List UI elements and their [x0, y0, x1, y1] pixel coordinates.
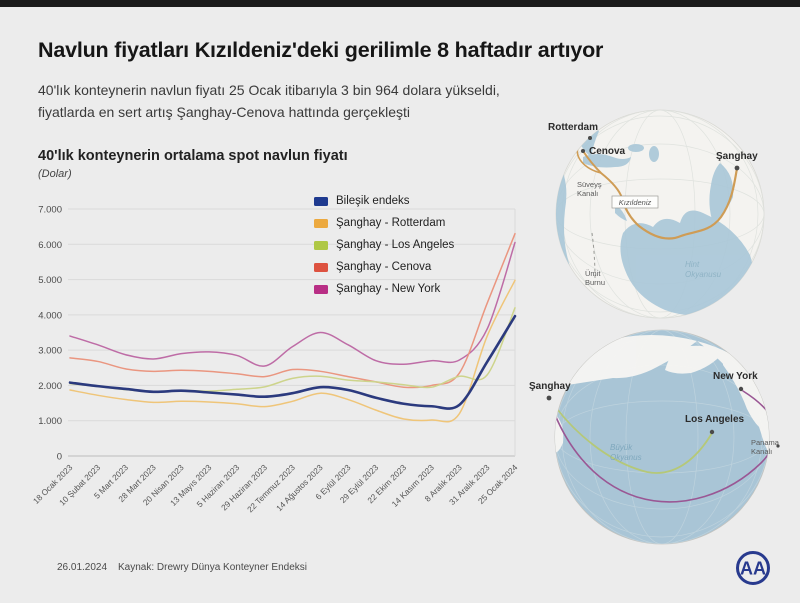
legend-swatch	[314, 262, 328, 272]
legend-label: Şanghay - Cenova	[336, 261, 432, 273]
legend-label: Bileşik endeks	[336, 195, 410, 207]
legend-item: Şanghay - New York	[314, 278, 454, 300]
aa-agency-logo: AA	[736, 551, 770, 585]
svg-text:Hint: Hint	[685, 260, 700, 269]
legend-swatch	[314, 218, 328, 228]
cenova-dot	[581, 149, 585, 153]
sanghay-label-g2: Şanghay	[529, 381, 571, 392]
svg-text:Büyük: Büyük	[610, 443, 633, 452]
legend-item: Şanghay - Rotterdam	[314, 212, 454, 234]
route-sanghay-losangeles	[555, 397, 713, 474]
svg-text:Süveyş: Süveyş	[577, 180, 602, 189]
globe1-city-dots	[581, 136, 740, 171]
legend-label: Şanghay - Rotterdam	[336, 217, 446, 229]
svg-text:Okyanus: Okyanus	[610, 453, 642, 462]
y-tick-label: 2.000	[38, 381, 62, 392]
legend-swatch	[314, 240, 328, 250]
rotterdam-dot	[588, 136, 592, 140]
sanghay-dot-g2	[546, 395, 552, 401]
losangeles-dot	[709, 429, 715, 435]
aa-logo-text: AA	[740, 559, 766, 579]
sanghay-label-g1: Şanghay	[716, 151, 758, 162]
suez-canal-label: Süveyş Kanalı	[577, 180, 602, 198]
subtitle-line-1: 40'lık konteynerin navlun fiyatı 25 Ocak…	[38, 82, 500, 98]
route-sanghay-newyork	[555, 390, 769, 503]
y-tick-label: 5.000	[38, 275, 62, 286]
legend-item: Şanghay - Los Angeles	[314, 234, 454, 256]
kizildeniz-label: Kızıldeniz	[619, 198, 652, 207]
series-line-4	[69, 232, 516, 389]
page-title: Navlun fiyatları Kızıldeniz'deki gerilim…	[38, 38, 604, 62]
x-tick-label: 22 Temmuz 2023	[245, 462, 297, 514]
newyork-label: New York	[713, 371, 758, 382]
publish-date: 26.01.2024	[57, 562, 108, 573]
legend-swatch	[314, 196, 328, 206]
panama-dot	[776, 444, 780, 448]
top-bar	[0, 0, 800, 7]
legend-item: Şanghay - Cenova	[314, 256, 454, 278]
legend-item: Bileşik endeks	[314, 190, 454, 212]
globe1-oceans	[556, 128, 753, 316]
svg-text:Ümit: Ümit	[585, 269, 601, 278]
series-line-1	[68, 314, 517, 410]
sanghay-dot	[734, 165, 740, 171]
kizildeniz-box	[611, 195, 659, 209]
chart-heading: 40'lık konteynerin ortalama spot navlun …	[38, 148, 348, 164]
subtitle-line-2: fiyatlarda en sert artış Şanghay-Cenova …	[38, 103, 410, 120]
globe2-routes	[555, 390, 769, 503]
source-credit: Kaynak: Drewry Dünya Konteyner Endeksi	[118, 562, 307, 573]
losangeles-label: Los Angeles	[685, 414, 745, 425]
y-tick-label: 3.000	[38, 346, 62, 357]
route-sanghay-suez	[620, 166, 739, 240]
y-tick-label: 7.000	[38, 205, 62, 216]
svg-text:Burnu: Burnu	[585, 278, 605, 287]
buyuk-okyanus-label: Büyük Okyanus	[610, 443, 642, 462]
svg-text:Kanalı: Kanalı	[577, 189, 598, 198]
legend-label: Şanghay - New York	[336, 283, 441, 295]
chart-unit-label: (Dolar)	[38, 168, 72, 180]
hint-okyanusu-label: Hint Okyanusu	[685, 260, 722, 279]
legend-swatch	[314, 284, 328, 294]
series-line-5	[69, 241, 516, 367]
page-subtitle: 40'lık konteynerin navlun fiyatı 25 Ocak…	[38, 80, 598, 123]
series-line-2	[69, 279, 516, 423]
svg-text:Okyanusu: Okyanusu	[685, 270, 722, 279]
legend-label: Şanghay - Los Angeles	[336, 239, 455, 251]
svg-text:Panama: Panama	[751, 438, 780, 447]
cape-route-dashed-line	[591, 232, 596, 280]
cenova-label: Cenova	[589, 146, 626, 157]
y-tick-label: 6.000	[38, 240, 62, 251]
svg-text:Kanalı: Kanalı	[751, 447, 772, 456]
panama-canal-label: Panama Kanalı	[751, 438, 780, 456]
rotterdam-label: Rotterdam	[548, 122, 598, 133]
y-tick-label: 1.000	[38, 416, 62, 427]
globe-pacific-route-map: Şanghay New York Los Angeles Panama Kana…	[529, 329, 780, 545]
globe2-city-dots	[546, 386, 780, 448]
chart-legend: Bileşik endeks Şanghay - Rotterdam Şanghay…	[314, 190, 454, 300]
y-tick-label: 4.000	[38, 310, 62, 321]
kizildeniz-callout: Kızıldeniz	[611, 195, 659, 209]
globe-suez-route-map: Rotterdam Cenova Şanghay Süveyş Kanalı K…	[548, 109, 765, 319]
umit-burnu-label: Ümit Burnu	[585, 269, 605, 287]
y-tick-label: 0	[57, 452, 62, 463]
aa-logo-circle	[736, 551, 770, 585]
newyork-dot	[738, 386, 744, 392]
